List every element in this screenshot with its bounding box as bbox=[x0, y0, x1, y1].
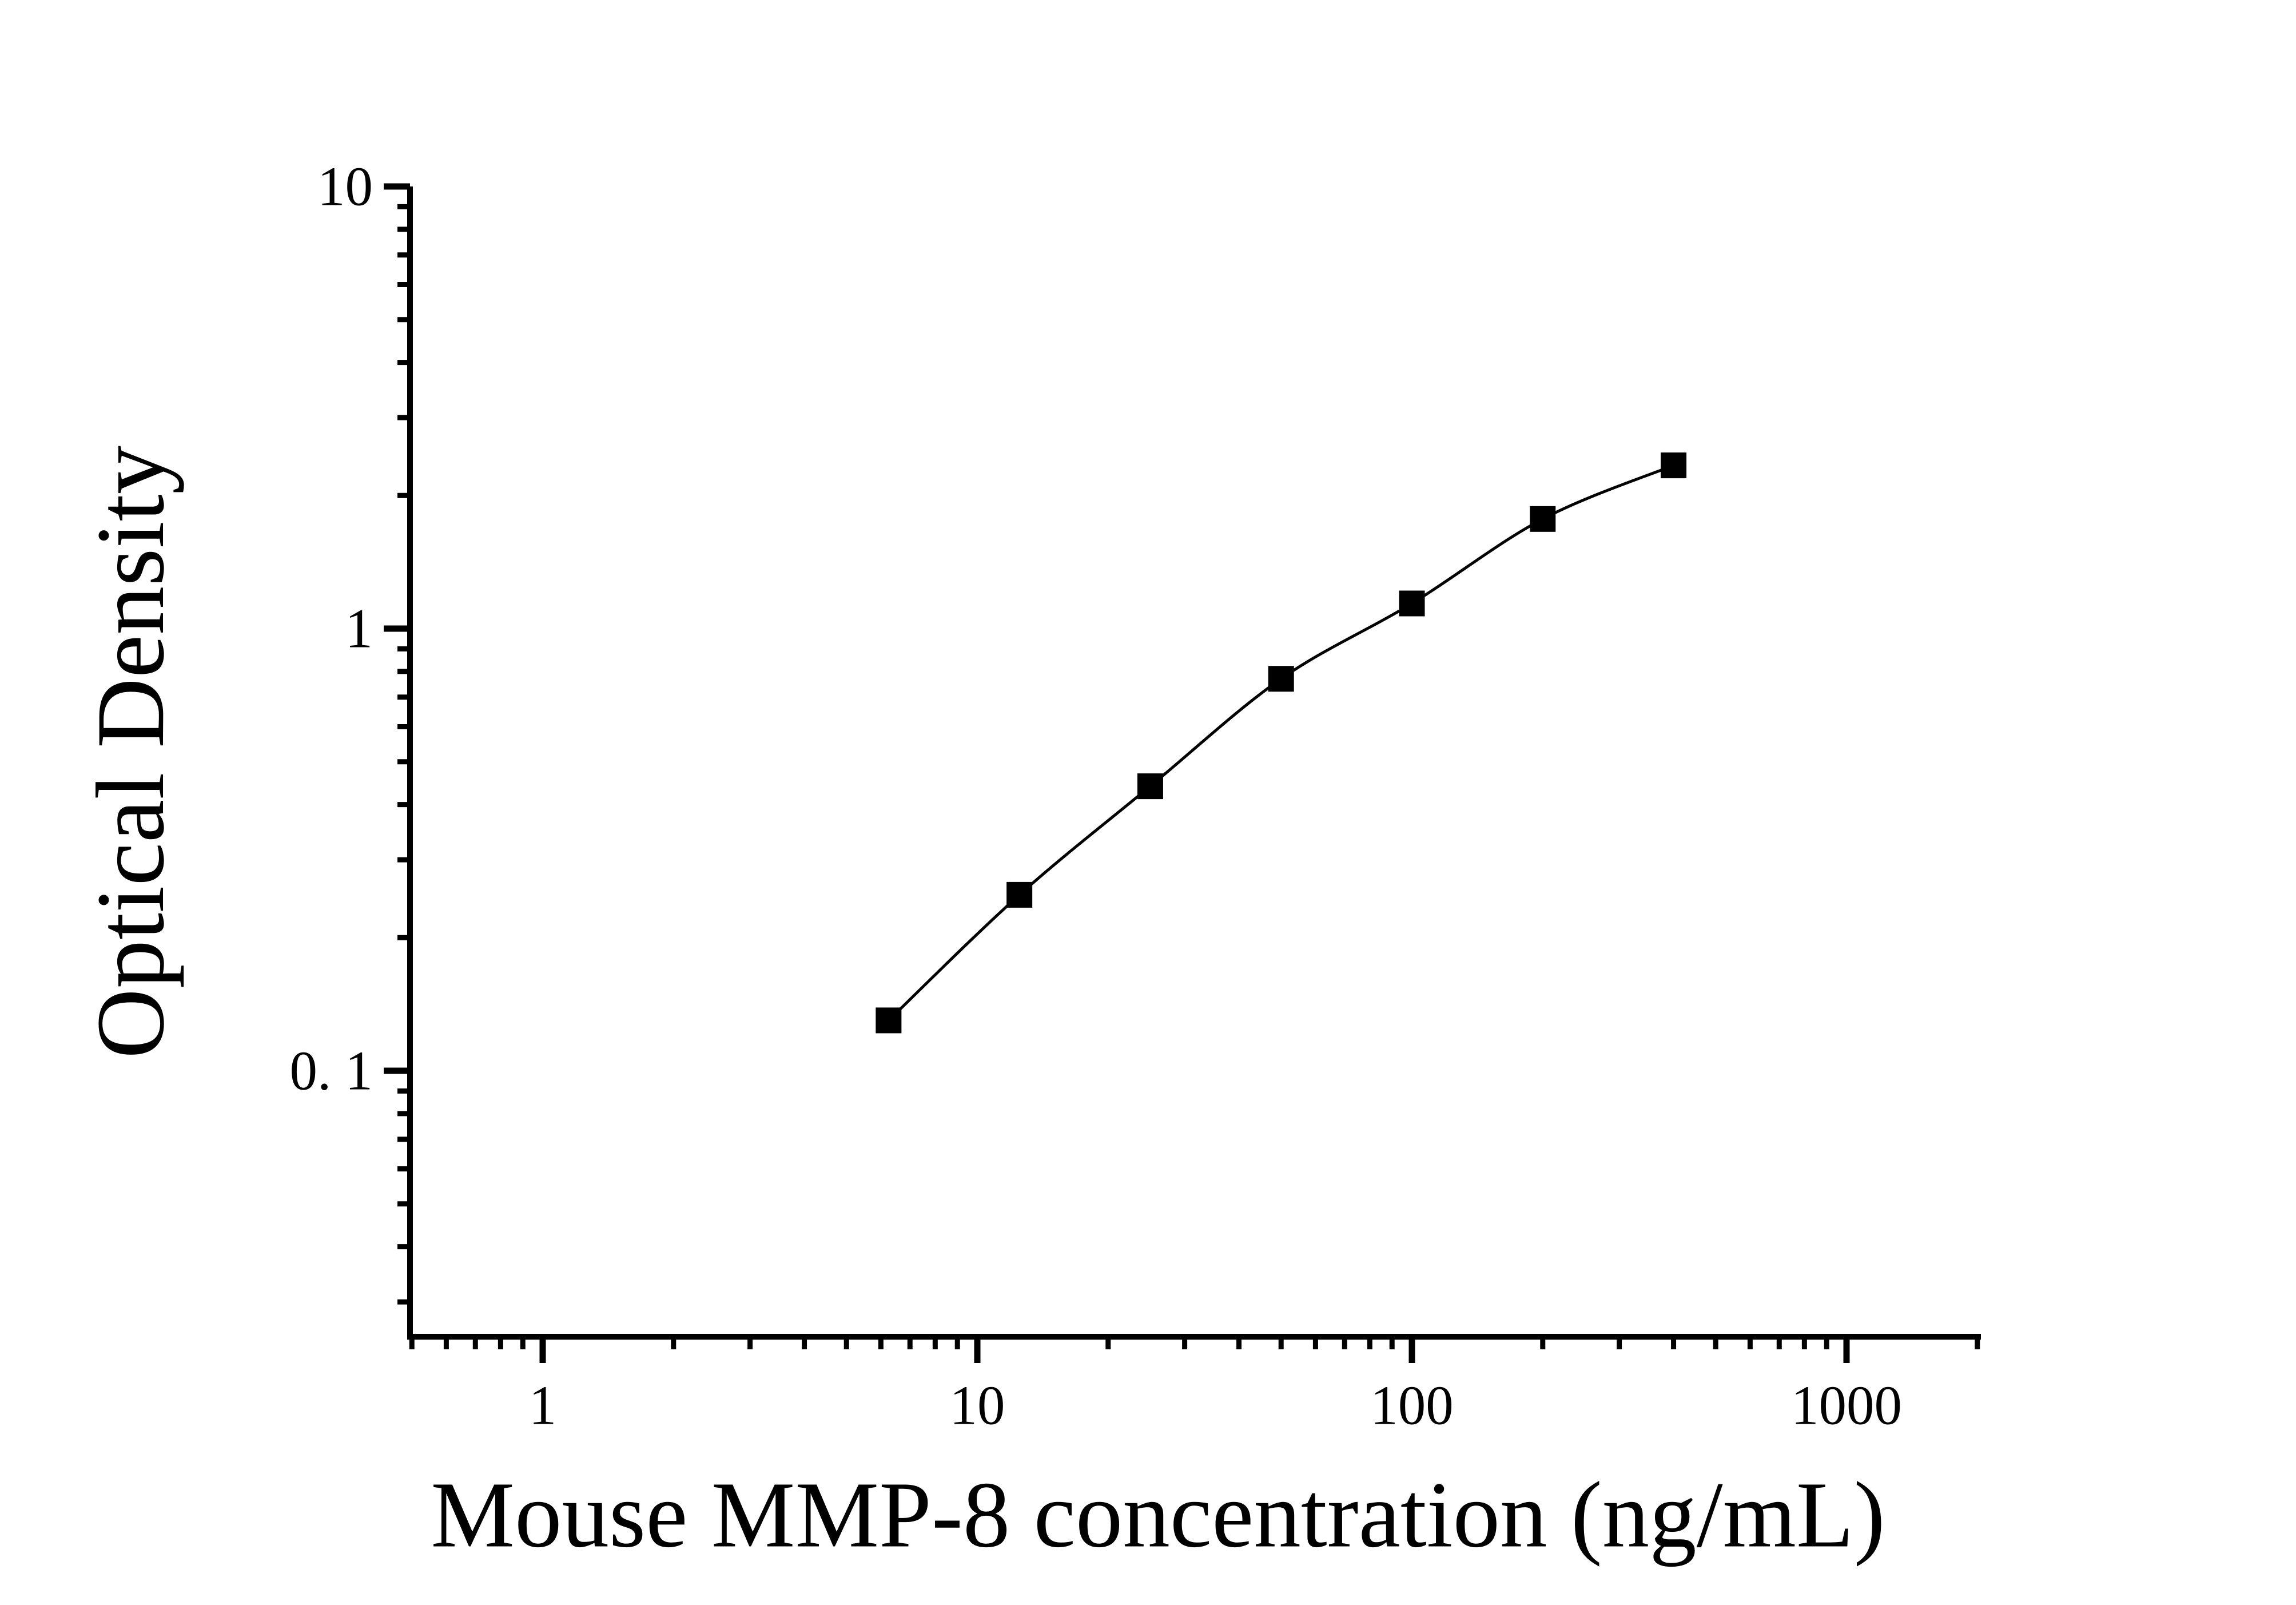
data-point-marker bbox=[1006, 881, 1033, 908]
x-tick-label: 1000 bbox=[1791, 1375, 1902, 1436]
data-point-marker bbox=[1661, 452, 1687, 479]
y-tick-label: 1 bbox=[345, 598, 373, 660]
x-tick-label: 10 bbox=[950, 1375, 1005, 1436]
x-tick-label: 100 bbox=[1370, 1375, 1454, 1436]
y-tick-label: 0. 1 bbox=[290, 1040, 373, 1102]
data-point-marker bbox=[1530, 506, 1556, 532]
data-point-marker bbox=[1399, 590, 1425, 617]
y-axis-title: Optical Density bbox=[77, 446, 184, 1059]
standard-curve-line bbox=[888, 464, 1674, 1022]
x-axis-title: Mouse MMP-8 concentration (ng/mL) bbox=[431, 1463, 1885, 1567]
data-point-marker bbox=[1268, 666, 1294, 692]
x-tick-label: 1 bbox=[529, 1375, 557, 1436]
data-point-marker bbox=[876, 1007, 902, 1034]
y-tick-label: 10 bbox=[317, 156, 373, 217]
data-point-marker bbox=[1137, 773, 1163, 800]
